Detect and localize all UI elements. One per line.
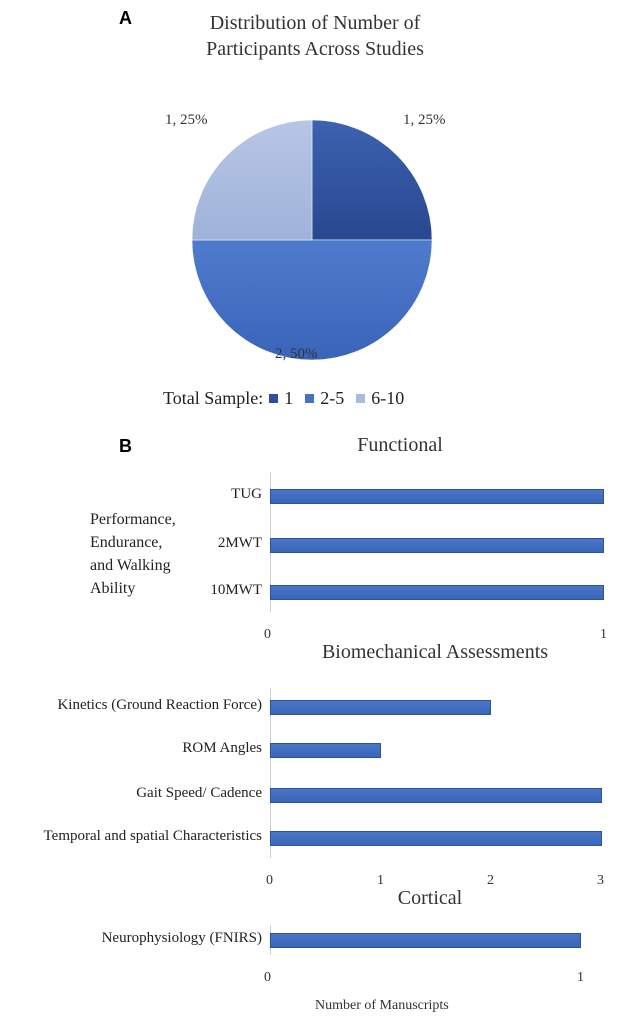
pie-legend: Total Sample: 1 2-5 6-10 xyxy=(163,388,404,409)
bar-10mwt xyxy=(270,585,604,600)
slice-label-6-10: 1, 25% xyxy=(165,112,208,128)
category-label: Temporal and spatial Characteristics xyxy=(43,828,262,844)
pie-slice-6-10 xyxy=(191,119,313,241)
legend-swatch-2-5 xyxy=(305,394,315,403)
pie-slice-1 xyxy=(311,119,433,241)
cortical-tick-0: 0 xyxy=(264,970,271,985)
legend-label-2-5: 2-5 xyxy=(320,388,345,408)
bar-tug xyxy=(270,489,604,504)
category-label: Neurophysiology (FNIRS) xyxy=(101,930,262,946)
group-label-line3: and Walking xyxy=(90,557,171,574)
legend-swatch-6-10 xyxy=(356,394,366,403)
pie-title: Distribution of Number of Participants A… xyxy=(160,10,470,62)
functional-tick-1: 1 xyxy=(600,627,607,642)
bar-2mwt xyxy=(270,538,604,553)
functional-bar-chart: TUG 2MWT 10MWT xyxy=(210,472,604,612)
biomech-tick-0: 0 xyxy=(266,873,273,888)
legend-swatch-1 xyxy=(269,394,279,403)
bar-kinetics-ground-reaction-force- xyxy=(270,700,492,715)
bar-rom-angles xyxy=(270,743,381,758)
cortical-tick-1: 1 xyxy=(577,970,584,985)
biomech-title: Biomechanical Assessments xyxy=(321,641,549,663)
legend-title: Total Sample: xyxy=(163,388,264,408)
group-label-line2: Endurance, xyxy=(90,534,163,551)
functional-group-label: Performance, Endurance, and Walking Abil… xyxy=(90,508,176,600)
panel-a-letter: A xyxy=(119,8,132,28)
category-label: ROM Angles xyxy=(182,740,262,756)
functional-tick-0: 0 xyxy=(264,627,271,642)
pie-title-line2: Participants Across Studies xyxy=(206,38,424,60)
category-label: Kinetics (Ground Reaction Force) xyxy=(57,697,262,713)
group-label-line1: Performance, xyxy=(90,511,176,528)
biomech-tick-1: 1 xyxy=(377,873,384,888)
category-label: TUG xyxy=(231,486,262,502)
category-label: Gait Speed/ Cadence xyxy=(136,785,262,801)
pie-title-line1: Distribution of Number of xyxy=(209,12,421,34)
cortical-bar-chart: Neurophysiology (FNIRS) xyxy=(101,925,581,955)
slice-label-2-5: 2, 50% xyxy=(275,346,318,362)
pie-chart xyxy=(191,119,433,361)
category-label: 2MWT xyxy=(217,535,262,551)
cortical-xlabel: Number of Manuscripts xyxy=(315,998,449,1013)
legend-label-1: 1 xyxy=(284,388,294,408)
functional-title: Functional xyxy=(357,434,443,456)
bar-gait-speed-cadence xyxy=(270,788,602,803)
panel-b-letter: B xyxy=(119,436,132,456)
bar-neurophysiology-fnirs- xyxy=(270,933,581,948)
biomech-tick-2: 2 xyxy=(487,873,494,888)
biomech-tick-3: 3 xyxy=(597,873,604,888)
cortical-title: Cortical xyxy=(397,887,463,909)
slice-label-1: 1, 25% xyxy=(403,112,446,128)
bar-temporal-and-spatial-characteristics xyxy=(270,831,602,846)
biomech-bar-chart: Kinetics (Ground Reaction Force) ROM Angl… xyxy=(43,688,602,858)
category-label: 10MWT xyxy=(210,582,262,598)
chart-biomech-axis-line xyxy=(270,688,271,858)
legend-label-6-10: 6-10 xyxy=(371,388,405,408)
pie-slice-2-5 xyxy=(191,239,433,361)
group-label-line4: Ability xyxy=(90,580,136,597)
